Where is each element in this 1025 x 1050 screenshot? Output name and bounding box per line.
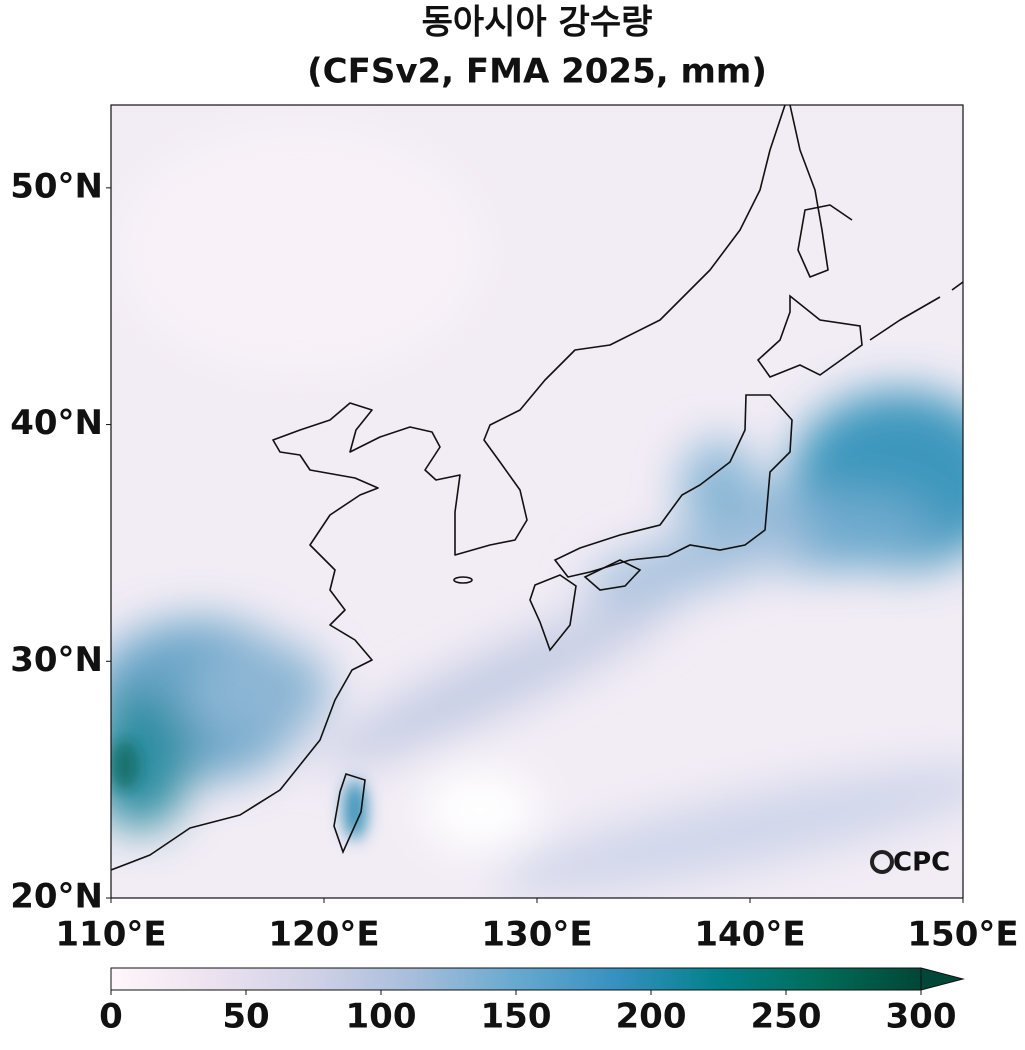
subtitle: (CFSv2, FMA 2025, mm): [307, 52, 767, 92]
colorbar: [110, 967, 922, 991]
coastlines: [111, 105, 963, 871]
colorbar-tick-label: 300: [886, 997, 957, 1037]
y-tick-label: 20°N: [10, 877, 103, 917]
x-tick-label: 140°E: [694, 915, 805, 955]
precip-field: [111, 105, 963, 898]
colorbar-tick-label: 100: [346, 997, 417, 1037]
logo: CPC: [870, 848, 950, 878]
colorbar-tick-label: 50: [222, 997, 269, 1037]
x-tick-label: 130°E: [481, 915, 592, 955]
x-tick-label: 120°E: [268, 915, 379, 955]
y-tick-label: 40°N: [10, 403, 103, 443]
colorbar-tick-label: 150: [481, 997, 552, 1037]
y-tick-label: 30°N: [10, 640, 103, 680]
logo-text: CPC: [893, 848, 950, 878]
x-tick-label: 110°E: [55, 915, 166, 955]
x-tick-label: 150°E: [907, 915, 1018, 955]
colorbar-tick-label: 0: [99, 997, 123, 1037]
title: 동아시아 강수량: [422, 3, 653, 43]
y-tick-label: 50°N: [10, 166, 103, 206]
colorbar-tick-label: 200: [616, 997, 687, 1037]
colorbar-extend: [920, 967, 965, 991]
colorbar-tick-label: 250: [751, 997, 822, 1037]
